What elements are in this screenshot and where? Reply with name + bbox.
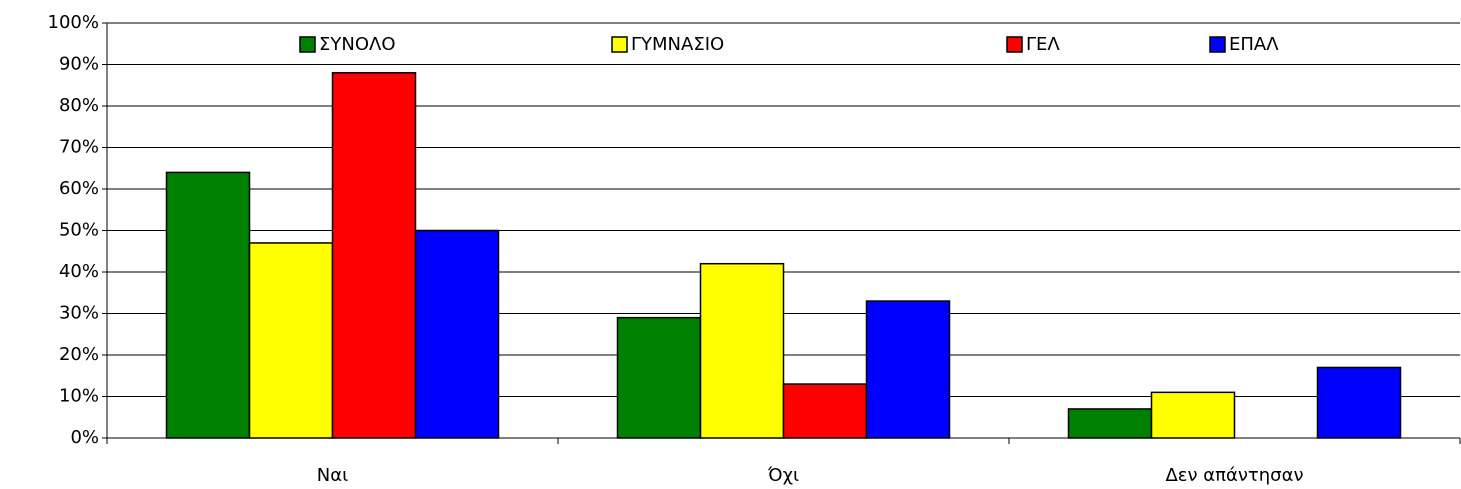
bar bbox=[414, 229, 500, 439]
x-tick-label: Ναι bbox=[317, 465, 348, 486]
bar bbox=[165, 171, 251, 439]
x-tick-label: Όχι bbox=[767, 465, 799, 486]
y-tick-label: 50% bbox=[59, 220, 99, 241]
y-tick-label: 80% bbox=[59, 95, 99, 116]
legend-label: ΓΕΛ bbox=[1026, 34, 1060, 55]
legend-swatch bbox=[299, 36, 316, 53]
legend-label: ΓΥΜΝΑΣΙΟ bbox=[631, 34, 724, 55]
bar bbox=[699, 262, 785, 439]
y-tick-label: 20% bbox=[59, 344, 99, 365]
y-tick-label: 10% bbox=[59, 386, 99, 407]
legend-label: ΣΥΝΟΛΟ bbox=[319, 34, 395, 55]
bar bbox=[331, 72, 417, 439]
bar bbox=[1150, 391, 1236, 439]
y-tick-label: 0% bbox=[70, 427, 99, 448]
bar bbox=[782, 383, 868, 439]
legend-swatch bbox=[1209, 36, 1226, 53]
legend-label: ΕΠΑΛ bbox=[1229, 34, 1279, 55]
bar bbox=[865, 300, 951, 439]
y-tick-label: 90% bbox=[59, 54, 99, 75]
legend-swatch bbox=[1006, 36, 1023, 53]
y-tick-label: 100% bbox=[48, 12, 99, 33]
bar bbox=[1067, 408, 1153, 439]
x-tick-label: Δεν απάντησαν bbox=[1165, 465, 1303, 486]
bar bbox=[1316, 366, 1402, 439]
y-tick-label: 40% bbox=[59, 261, 99, 282]
y-tick-label: 70% bbox=[59, 137, 99, 158]
y-tick-label: 30% bbox=[59, 303, 99, 324]
legend-swatch bbox=[611, 36, 628, 53]
bar bbox=[248, 242, 334, 439]
y-tick-label: 60% bbox=[59, 178, 99, 199]
bar bbox=[616, 316, 702, 439]
